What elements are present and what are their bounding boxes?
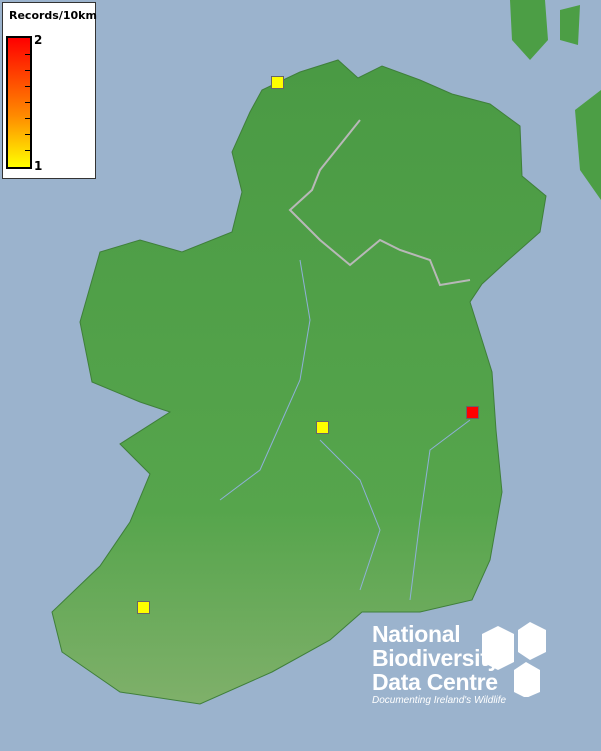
logo-tagline: Documenting Ireland's Wildlife bbox=[372, 695, 507, 706]
legend-title: Records/10km bbox=[9, 9, 97, 22]
scotland-landmass bbox=[510, 0, 601, 200]
record-square[interactable] bbox=[316, 421, 329, 434]
legend-min-label: 1 bbox=[34, 159, 43, 173]
record-square[interactable] bbox=[271, 76, 284, 89]
record-square[interactable] bbox=[137, 601, 150, 614]
map-legend: Records/10km 2 1 bbox=[2, 2, 97, 179]
nbdc-logo: National Biodiversity Data Centre Docume… bbox=[372, 622, 506, 706]
logo-line-1: National bbox=[372, 621, 461, 647]
logo-line-2: Biodiversity bbox=[372, 645, 501, 671]
logo-line-3: Data Centre bbox=[372, 669, 498, 695]
logo-hexagons-icon bbox=[482, 622, 546, 697]
record-square[interactable] bbox=[466, 406, 479, 419]
legend-color-ramp bbox=[6, 36, 32, 169]
legend-max-label: 2 bbox=[34, 33, 43, 47]
river-lines bbox=[219, 259, 471, 601]
border-line bbox=[288, 119, 471, 287]
